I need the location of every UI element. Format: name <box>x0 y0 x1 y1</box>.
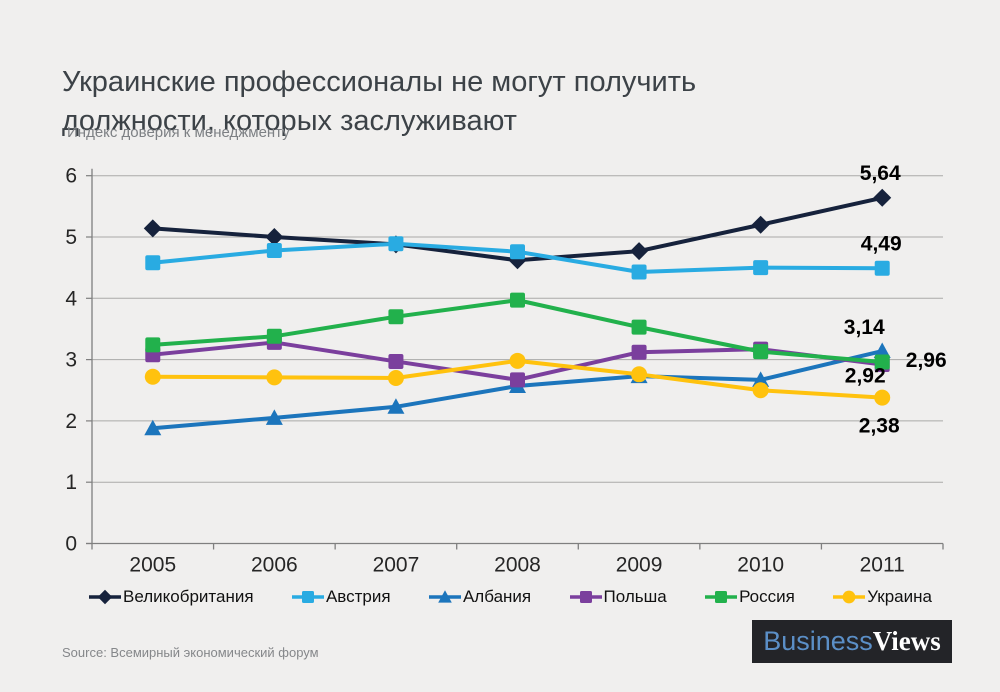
legend-label: Албания <box>462 587 532 606</box>
data-point-square <box>874 260 890 276</box>
legend-marker-square-icon <box>291 591 324 603</box>
point-label: 5,64 <box>860 162 901 185</box>
legend-item-0: Великобритания <box>88 587 254 607</box>
y-axis-tick-label: 1 <box>65 471 77 494</box>
axes: 2005 2006 2007 2008 2009 2010 2011 <box>86 168 944 577</box>
source-note: Source: Всемирный экономический форум <box>62 645 319 660</box>
legend-label: Польша <box>603 587 667 606</box>
data-point-square <box>388 353 404 369</box>
data-point-diamond <box>265 228 284 246</box>
data-point-square <box>753 260 769 276</box>
data-point-square <box>753 344 769 360</box>
legend-marker-shape <box>579 591 592 603</box>
series-4 <box>145 292 890 370</box>
y-axis-tick-label: 5 <box>65 226 77 249</box>
data-point-square <box>145 255 161 271</box>
data-point-square <box>388 309 404 325</box>
point-label: 4,49 <box>861 232 902 255</box>
data-point-square <box>145 337 161 353</box>
legend-label: Украина <box>867 587 932 606</box>
page-title: Украинские профессионалы не могут получи… <box>62 66 697 138</box>
data-point-triangle <box>387 398 405 414</box>
y-axis-tick-label: 3 <box>65 349 77 372</box>
data-point-square <box>631 264 647 280</box>
data-point-square <box>388 236 404 252</box>
x-axis-tick-label: 2011 <box>860 554 905 577</box>
legend-marker-shape <box>715 591 728 603</box>
x-axis-tick-label: 2009 <box>616 554 663 577</box>
legend-marker-shape <box>438 590 452 603</box>
y-axis-tick-label: 4 <box>65 287 77 310</box>
data-point-diamond <box>751 215 770 234</box>
data-point-circle <box>631 366 648 383</box>
x-axis-tick-label: 2008 <box>494 554 541 577</box>
series-1 <box>145 236 890 280</box>
businessviews-logo: Business Views <box>752 620 952 663</box>
data-point-square <box>266 328 282 344</box>
x-axis-tick-label: 2006 <box>251 554 298 577</box>
chart-legend: Великобритания Австрия Албания Польша Россия… <box>88 582 932 612</box>
legend-item-5: Украина <box>832 587 932 607</box>
point-label: 2,38 <box>859 415 900 438</box>
legend-item-3: Польша <box>569 587 667 607</box>
series-5 <box>144 352 891 406</box>
legend-marker-shape <box>97 589 113 605</box>
legend-marker-square-icon <box>569 591 602 603</box>
logo-text-business: Business <box>763 626 873 656</box>
x-axis-tick-label: 2005 <box>129 554 176 577</box>
point-label: 2,92 <box>845 365 886 388</box>
data-point-square <box>510 292 525 308</box>
chart-subtitle: Индекс доверия к менеджменту <box>67 124 290 141</box>
data-point-square <box>510 372 525 388</box>
data-point-diamond <box>630 242 649 261</box>
data-point-triangle <box>144 419 162 436</box>
legend-label: Великобритания <box>123 587 254 606</box>
legend-item-2: Албания <box>428 587 531 607</box>
data-point-triangle <box>873 342 891 359</box>
point-labels: 5,64 4,49 3,14 2,96 2,92 2,38 <box>844 162 947 438</box>
legend-marker-square-icon <box>705 591 738 603</box>
x-axis-tick-label: 2010 <box>737 554 784 577</box>
legend-marker-triangle-icon <box>428 590 461 603</box>
point-label: 2,96 <box>906 349 947 372</box>
data-point-square <box>631 319 647 335</box>
y-axis-tick-label: 0 <box>65 533 77 556</box>
legend-label: Россия <box>739 587 795 606</box>
gridlines: 0 1 2 3 4 5 6 <box>65 165 943 556</box>
data-point-square <box>631 344 647 360</box>
y-axis-tick-label: 2 <box>65 410 77 433</box>
legend-item-4: Россия <box>704 587 795 607</box>
data-point-circle <box>266 369 283 386</box>
legend-marker-shape <box>301 591 314 603</box>
data-point-circle <box>874 389 891 406</box>
logo-text-views: Views <box>872 626 941 656</box>
data-point-square <box>510 244 525 260</box>
data-point-diamond <box>873 188 892 207</box>
data-point-triangle <box>265 409 283 425</box>
x-axis-tick-label: 2007 <box>373 554 420 577</box>
legend-marker-diamond-icon <box>89 589 121 605</box>
data-point-circle <box>387 369 404 386</box>
data-point-square <box>266 242 282 258</box>
data-point-square <box>874 354 890 370</box>
legend-marker-circle-icon <box>833 590 866 604</box>
legend-label: Австрия <box>325 587 391 606</box>
data-point-triangle <box>752 371 770 387</box>
legend-item-1: Австрия <box>291 587 391 607</box>
y-axis-tick-label: 6 <box>65 165 77 188</box>
legend-marker-shape <box>842 590 856 604</box>
data-point-diamond <box>143 219 162 238</box>
data-point-circle <box>509 352 526 369</box>
series-line <box>150 298 885 365</box>
data-point-circle <box>752 382 769 399</box>
point-label: 3,14 <box>844 316 885 339</box>
data-point-circle <box>144 368 161 385</box>
